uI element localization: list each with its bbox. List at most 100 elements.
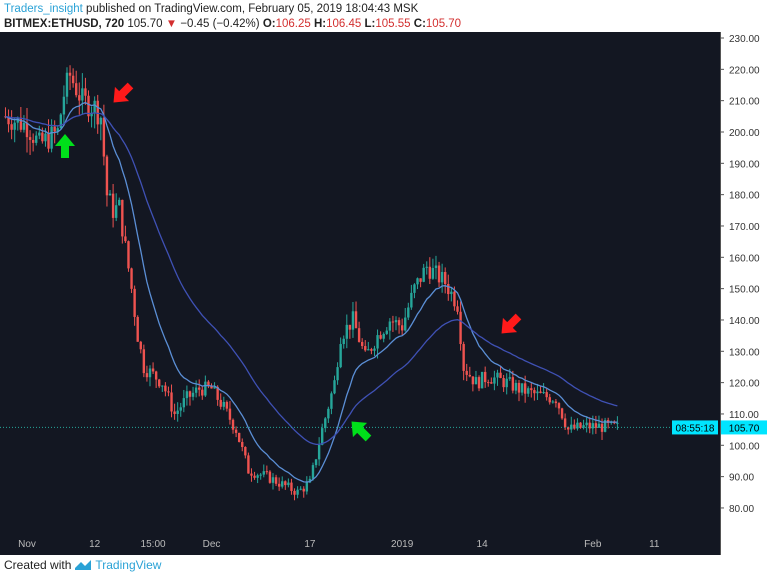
candle-body	[99, 117, 102, 125]
candle-body	[419, 278, 422, 282]
candle-body	[244, 447, 247, 456]
price-chart[interactable]: 230.00 220.00 210.00 200.00 190.00 180.00 170.…	[0, 32, 768, 556]
candle-body	[305, 482, 309, 492]
candle-body	[354, 311, 358, 329]
candle-body	[302, 488, 305, 492]
candle-body	[397, 320, 401, 326]
candle-body	[75, 83, 78, 96]
candle-body	[600, 423, 604, 432]
candle-body	[182, 398, 186, 408]
candle-body	[434, 265, 438, 269]
candle-body	[259, 474, 262, 476]
low-value: 105.55	[375, 18, 411, 30]
candle-body	[105, 156, 109, 196]
candle-body	[290, 482, 293, 491]
candle-body	[102, 117, 106, 157]
candle-body	[68, 72, 72, 76]
y-tick-label: 170.00	[729, 222, 760, 233]
candle-body	[468, 374, 471, 377]
candle-body	[533, 390, 536, 394]
candle-body	[247, 455, 250, 474]
candle-body	[277, 483, 281, 487]
last-price-tag	[721, 420, 767, 435]
candle-body	[388, 321, 392, 331]
candle-body	[594, 423, 598, 428]
candle-body	[56, 128, 59, 132]
candle-body	[364, 346, 367, 351]
candle-body	[191, 392, 195, 397]
high-value: 106.45	[326, 18, 362, 30]
candle-body	[527, 388, 530, 394]
y-tick-label: 90.00	[729, 473, 754, 484]
footer: Created with TradingView	[4, 558, 161, 572]
candle-body	[391, 321, 395, 323]
candle-body	[474, 377, 478, 385]
candle-body	[145, 373, 149, 378]
candle-body	[179, 407, 182, 411]
candle-body	[576, 422, 579, 429]
candle-body	[585, 422, 588, 426]
candle-body	[336, 367, 339, 381]
candle-body	[308, 478, 312, 483]
candle-body	[198, 387, 201, 390]
candle-body	[173, 411, 176, 414]
candle-body	[216, 386, 219, 400]
candle-body	[201, 389, 204, 396]
candle-body	[382, 333, 385, 339]
candle-body	[142, 349, 146, 374]
arrow-up-left-icon	[351, 421, 372, 442]
candle-body	[370, 349, 373, 351]
y-tick-label: 140.00	[729, 316, 760, 327]
candle-body	[250, 473, 253, 476]
candle-body	[603, 420, 607, 432]
candle-body	[25, 122, 29, 138]
y-tick-label: 110.00	[729, 410, 759, 421]
candle-body	[231, 419, 235, 430]
plot-area	[0, 32, 720, 533]
candle-body	[167, 391, 170, 393]
candle-body	[158, 379, 161, 387]
candle-body	[268, 471, 272, 483]
candle-body	[53, 126, 56, 132]
candle-body	[496, 372, 499, 378]
candle-body	[530, 388, 533, 391]
candle-body	[465, 370, 468, 375]
tradingview-link[interactable]: TradingView	[95, 558, 162, 572]
arrow-down-left-icon	[501, 313, 522, 334]
candle-body	[582, 425, 585, 428]
candle-body	[22, 122, 26, 130]
candle-body	[410, 292, 413, 308]
x-tick-label: 11	[649, 539, 660, 550]
last-price-label: 105.70	[729, 423, 760, 434]
tradingview-logo-icon	[75, 560, 92, 570]
y-tick-label: 180.00	[729, 191, 760, 202]
candle-body	[330, 393, 333, 409]
candle-body	[314, 459, 318, 466]
candle-body	[10, 124, 13, 130]
y-tick-label: 150.00	[729, 285, 760, 296]
candle-body	[367, 349, 370, 351]
candle-body	[207, 381, 210, 387]
candle-body	[456, 306, 459, 312]
ma-fast-line	[5, 101, 618, 483]
candle-body	[413, 284, 416, 293]
candle-body	[373, 348, 376, 351]
y-tick-label: 190.00	[729, 159, 760, 170]
author-link[interactable]: Traders_insight	[4, 3, 83, 15]
y-tick-label: 210.00	[729, 97, 760, 108]
candles	[4, 65, 619, 501]
candle-body	[416, 278, 419, 285]
candle-body	[228, 408, 232, 420]
candle-body	[502, 378, 505, 388]
candle-body	[477, 377, 481, 389]
candle-body	[164, 385, 167, 392]
candle-body	[311, 465, 315, 479]
x-tick-label: Nov	[18, 539, 36, 550]
candle-body	[194, 387, 198, 393]
candle-body	[41, 132, 44, 142]
x-tick-label: Feb	[584, 539, 602, 550]
candle-body	[324, 418, 327, 429]
candle-body	[47, 133, 50, 149]
candle-body	[480, 371, 484, 389]
candle-body	[357, 328, 361, 342]
